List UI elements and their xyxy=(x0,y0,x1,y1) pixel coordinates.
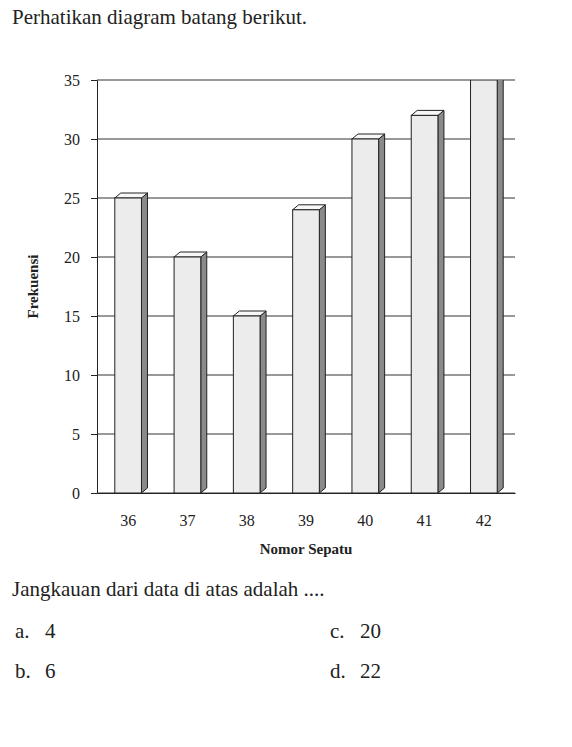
bar-side xyxy=(319,205,325,493)
x-tick-label: 40 xyxy=(357,512,373,529)
y-tick-mark xyxy=(91,316,97,317)
bar xyxy=(352,139,379,493)
y-tick-mark xyxy=(91,493,97,494)
bar xyxy=(293,210,320,493)
y-tick: 10 xyxy=(64,367,97,384)
x-tick: 40 xyxy=(357,493,373,529)
bar-top xyxy=(115,193,148,198)
bar-top xyxy=(174,252,207,257)
question-text: Jangkauan dari data di atas adalah .... xyxy=(12,577,325,601)
option-text: 22 xyxy=(360,659,381,683)
bar-top xyxy=(352,134,385,139)
grid xyxy=(97,80,515,493)
y-axis-title: Frekuensi xyxy=(25,255,41,319)
bar-top xyxy=(233,311,266,316)
bar-side xyxy=(379,134,385,493)
bar-top xyxy=(411,110,444,115)
y-tick-label: 0 xyxy=(72,485,80,502)
y-tick-label: 15 xyxy=(64,308,80,325)
bar-side xyxy=(438,110,444,493)
x-tick: 42 xyxy=(476,493,492,529)
option-letter: d. xyxy=(330,659,346,683)
y-tick-label: 30 xyxy=(64,131,80,148)
x-tick: 37 xyxy=(179,493,195,529)
y-tick: 0 xyxy=(72,485,97,502)
bar xyxy=(115,198,142,493)
option-letter: b. xyxy=(15,659,31,683)
bar-side xyxy=(141,193,147,493)
x-tick-label: 41 xyxy=(417,512,433,529)
x-tick: 39 xyxy=(298,493,314,529)
x-tick: 36 xyxy=(120,493,136,529)
y-tick-mark xyxy=(91,80,97,81)
y-tick-label: 35 xyxy=(64,72,80,89)
bar xyxy=(233,316,260,493)
y-tick-mark xyxy=(91,434,97,435)
page: Perhatikan diagram batang berikut. 0 5 10 15… xyxy=(0,0,572,747)
x-tick: 38 xyxy=(239,493,255,529)
option-text: 4 xyxy=(45,619,56,643)
option-text: 20 xyxy=(360,619,381,643)
grid-line xyxy=(97,80,515,81)
y-tick-label: 25 xyxy=(64,190,80,207)
x-axis-line xyxy=(98,493,516,494)
x-axis: 36 37 38 39 40 41 42 xyxy=(98,493,516,529)
bar xyxy=(174,257,201,493)
y-tick: 20 xyxy=(64,249,97,266)
y-tick-label: 10 xyxy=(64,367,80,384)
option-letter: c. xyxy=(330,619,345,643)
y-tick-label: 5 xyxy=(72,426,80,443)
option-letter: a. xyxy=(15,619,30,643)
bars xyxy=(115,80,503,493)
y-tick: 5 xyxy=(72,426,97,443)
y-tick: 25 xyxy=(64,190,97,207)
bar-side xyxy=(201,252,207,493)
y-tick: 35 xyxy=(64,72,97,89)
x-tick-label: 36 xyxy=(120,512,136,529)
option-text: 6 xyxy=(45,659,56,683)
bar-top xyxy=(293,205,326,210)
y-axis: 0 5 10 15 20 25 30 35 xyxy=(64,72,98,502)
y-tick-mark xyxy=(91,139,97,140)
y-tick: 30 xyxy=(64,131,97,148)
bar-side xyxy=(497,80,503,493)
y-axis-line xyxy=(91,81,98,494)
y-tick-mark xyxy=(91,375,97,376)
x-tick: 41 xyxy=(417,493,433,529)
x-tick-label: 42 xyxy=(476,512,492,529)
bar xyxy=(471,80,498,493)
x-tick-label: 37 xyxy=(179,512,195,529)
grid-line xyxy=(97,198,515,199)
bar xyxy=(411,115,438,493)
x-tick-label: 39 xyxy=(298,512,314,529)
y-tick-mark xyxy=(91,257,97,258)
grid-line xyxy=(97,139,515,140)
bar-side xyxy=(260,311,266,493)
y-tick: 15 xyxy=(64,308,97,325)
y-tick-mark xyxy=(91,198,97,199)
header-text: Perhatikan diagram batang berikut. xyxy=(12,5,307,29)
x-tick-label: 38 xyxy=(239,512,255,529)
y-tick-label: 20 xyxy=(64,249,80,266)
x-axis-title: Nomor Sepatu xyxy=(260,541,353,557)
